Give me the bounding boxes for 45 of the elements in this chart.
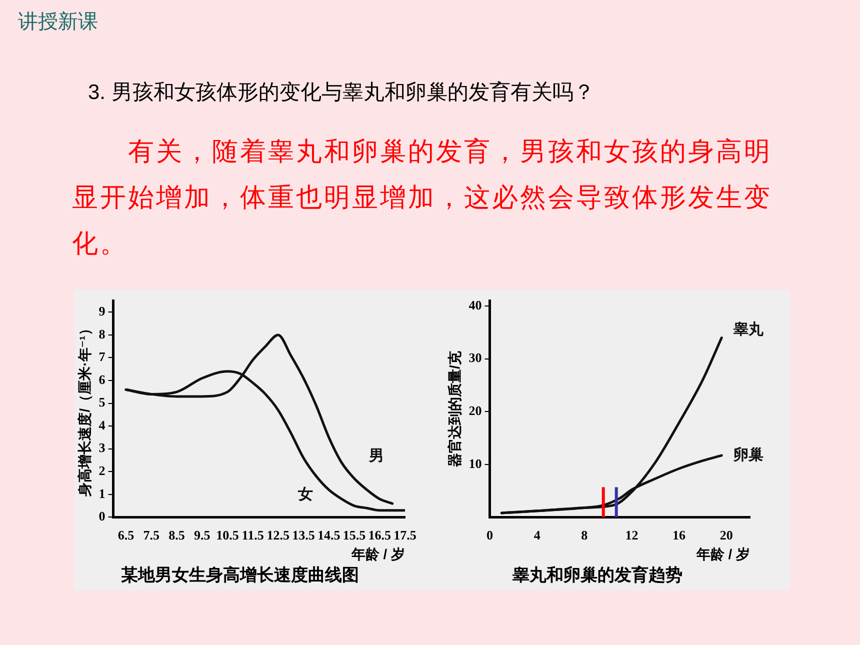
- x-tick-label: 11.5: [242, 527, 264, 542]
- x-axis-title: 年龄 / 岁: [350, 546, 405, 562]
- x-tick-label: 15.5: [342, 527, 366, 542]
- text: 讲授新课: [17, 10, 99, 35]
- y-tick-label: 7: [98, 349, 106, 364]
- x-tick-label: 12: [625, 527, 638, 542]
- y-tick-label: 8: [98, 326, 106, 342]
- text: 有关，随着睾丸和卵巢的发育，男孩和女孩的身高明显开始增加，体重也明显增加，这必然会导致体形发生变化。: [71, 135, 773, 260]
- y-tick-label: 6: [98, 372, 106, 387]
- x-tick-label: 7.5: [143, 527, 160, 542]
- y-tick-label: 10: [468, 456, 482, 471]
- x-tick-label: 16: [672, 527, 686, 542]
- y-tick-label: 20: [468, 403, 482, 418]
- x-tick-label: 10.5: [216, 527, 240, 542]
- series-label: 卵巢: [732, 446, 764, 464]
- y-tick-label: 5: [98, 394, 106, 410]
- x-tick-label: 9.5: [194, 527, 211, 542]
- y-tick-label: 2: [98, 463, 106, 478]
- y-tick-label: 40: [468, 297, 482, 312]
- x-tick-label: 20: [720, 527, 733, 542]
- text: 某地男女生身高增长速度曲线图: [120, 565, 359, 584]
- y-axis-title: 身高增长速度/（厘米·年⁻¹）: [76, 322, 92, 498]
- x-tick-label: 17.5: [394, 527, 417, 542]
- y-tick-label: 0: [98, 508, 106, 524]
- x-tick-label: 14.5: [318, 527, 341, 542]
- x-tick-label: 13.5: [292, 527, 316, 542]
- x-axis-title: 年龄 / 岁: [695, 546, 750, 562]
- x-tick-label: 6.5: [118, 527, 135, 542]
- text: 3. 男孩和女孩体形的变化与睾丸和卵巢的发育有关吗？: [87, 80, 596, 106]
- text: 睾丸和卵巢的发育趋势: [512, 564, 682, 584]
- y-axis-title: 器官达到的质量/克: [446, 350, 462, 467]
- x-tick-label: 12.5: [266, 527, 290, 542]
- x-tick-label: 8: [581, 527, 588, 542]
- y-tick-label: 1: [98, 486, 106, 501]
- x-tick-label: 16.5: [368, 527, 392, 542]
- y-tick-label: 3: [98, 440, 106, 456]
- x-tick-label: 8.5: [168, 527, 186, 542]
- series-label: 男: [368, 448, 384, 465]
- y-tick-label: 30: [468, 350, 482, 366]
- x-tick-label: 4: [534, 527, 541, 542]
- y-tick-label: 9: [98, 304, 106, 319]
- series-label: 女: [297, 486, 314, 504]
- series-label: 睾丸: [732, 320, 764, 338]
- y-tick-label: 4: [98, 417, 106, 432]
- x-tick-label: 0: [486, 527, 494, 542]
